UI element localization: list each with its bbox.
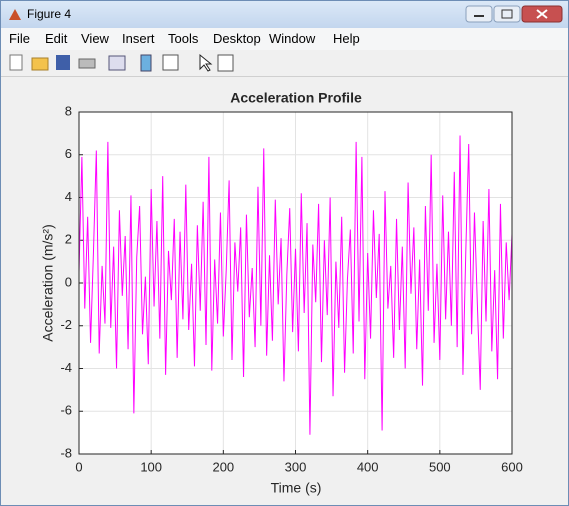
x-tick-label: 300: [285, 459, 307, 474]
x-tick-label: 600: [501, 459, 523, 474]
y-tick-label: 6: [65, 146, 72, 161]
menu-item[interactable]: Edit: [45, 31, 68, 46]
y-tick-label: -4: [60, 360, 72, 375]
y-tick-label: -6: [60, 403, 72, 418]
x-tick-label: 400: [357, 459, 379, 474]
toolbar: [1, 50, 568, 77]
menu-item[interactable]: View: [81, 31, 109, 46]
menu-item[interactable]: Tools: [168, 31, 199, 46]
data-line: [78, 135, 513, 435]
menu-item[interactable]: File: [9, 31, 30, 46]
menu-item[interactable]: Window: [269, 31, 316, 46]
chart: Acceleration Profile Time (s) Accelerati…: [40, 90, 523, 496]
y-axis-label: Acceleration (m/s²): [40, 224, 56, 341]
y-tick-label: 4: [65, 189, 72, 204]
app-icon: [9, 9, 21, 20]
x-tick-label: 500: [429, 459, 451, 474]
menu-item[interactable]: Desktop: [213, 31, 261, 46]
menu-bar: File Edit View Insert Tools Desktop Window Help: [1, 28, 568, 50]
menu-item[interactable]: Insert: [122, 31, 155, 46]
x-tick-label: 100: [140, 459, 162, 474]
axes-frame: [78, 111, 513, 455]
y-tick-label: -8: [60, 445, 72, 460]
window-title: Figure 4: [27, 7, 72, 21]
title-bar: Figure 4: [1, 1, 568, 28]
y-tick-label: -2: [60, 317, 72, 332]
chart-title: Acceleration Profile: [230, 90, 362, 106]
y-tick-label: 8: [65, 103, 72, 118]
y-tick-label: 0: [65, 274, 72, 289]
y-tick-label: 2: [65, 232, 72, 247]
x-axis-label: Time (s): [271, 480, 322, 496]
menu-item[interactable]: Help: [333, 31, 360, 46]
x-tick-label: 200: [212, 459, 234, 474]
x-tick-label: 0: [75, 459, 82, 474]
window-controls[interactable]: [464, 4, 564, 24]
toolbar-icons[interactable]: [1, 50, 241, 76]
